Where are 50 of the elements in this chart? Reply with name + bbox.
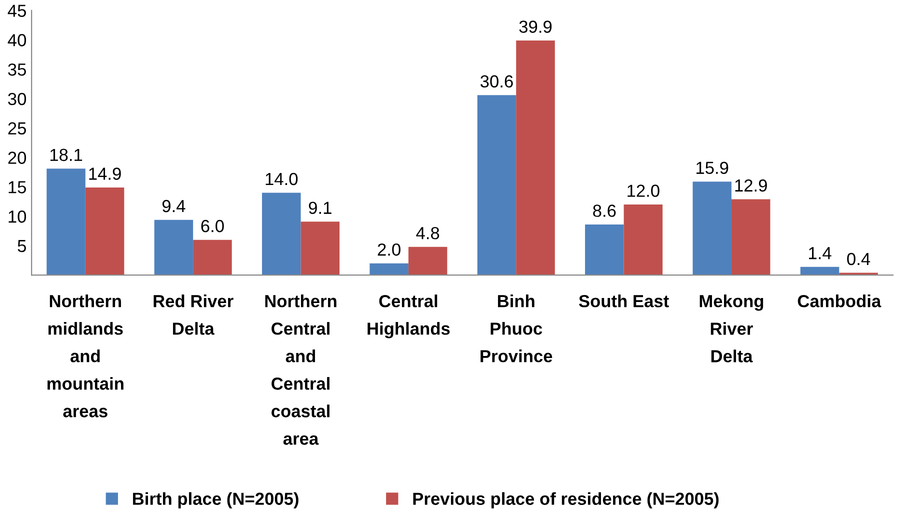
data-label: 18.1 <box>50 148 82 162</box>
bar <box>46 168 86 276</box>
bar <box>85 187 124 276</box>
y-tick-label: 15 <box>8 181 26 194</box>
bar <box>193 240 232 276</box>
legend-label: Previous place of residence (N=2005) <box>413 492 719 508</box>
x-tick-label: Mekong River Delta <box>700 294 764 362</box>
data-label: 9.4 <box>162 200 186 212</box>
bar <box>516 40 555 276</box>
data-label: 14.9 <box>89 168 121 180</box>
bar <box>692 182 732 276</box>
y-tick-label: 30 <box>8 92 26 106</box>
data-label: 2.0 <box>378 243 400 256</box>
y-tick-label: 20 <box>8 152 26 164</box>
x-tick-label: Cambodia <box>798 294 882 308</box>
y-tick-label: 40 <box>8 34 26 46</box>
y-tick-label: 35 <box>8 63 26 76</box>
y-tick-label: 10 <box>8 210 26 223</box>
x-tick-label: Central Highlands <box>368 294 450 338</box>
bar <box>300 222 340 276</box>
data-label: 12.0 <box>628 184 660 197</box>
data-label: 6.0 <box>201 220 224 232</box>
bar <box>154 220 194 276</box>
data-label: 8.6 <box>593 204 616 217</box>
bar <box>370 263 408 276</box>
x-tick-label: Northern Central and Central coastal area <box>265 294 336 445</box>
data-label: 1.4 <box>809 247 832 260</box>
y-tick-label: 5 <box>18 240 26 252</box>
data-label: 9.1 <box>308 202 332 214</box>
bar <box>262 192 301 276</box>
y-tick-label: 45 <box>8 4 26 17</box>
bar <box>800 266 840 276</box>
data-label: 12.9 <box>735 179 767 192</box>
data-label: 0.4 <box>847 252 870 266</box>
data-label: 15.9 <box>696 162 728 174</box>
data-label: 4.8 <box>416 226 440 240</box>
bar <box>477 95 516 276</box>
x-tick-label: Red River Delta <box>154 294 234 335</box>
data-label: 14.0 <box>266 172 298 186</box>
bar <box>408 246 448 276</box>
data-label: 39.9 <box>519 20 552 33</box>
legend-label: Birth place (N=2005) <box>133 492 298 508</box>
data-label: 30.6 <box>480 75 513 88</box>
x-tick-label: South East <box>578 294 669 308</box>
x-tick-label: Northern midlands and mountain areas <box>47 294 124 418</box>
bar <box>624 204 663 276</box>
bar <box>585 224 624 276</box>
bar <box>731 199 770 276</box>
x-tick-label: Binh Phuoc Province <box>480 294 552 362</box>
y-tick-label: 25 <box>8 122 26 135</box>
